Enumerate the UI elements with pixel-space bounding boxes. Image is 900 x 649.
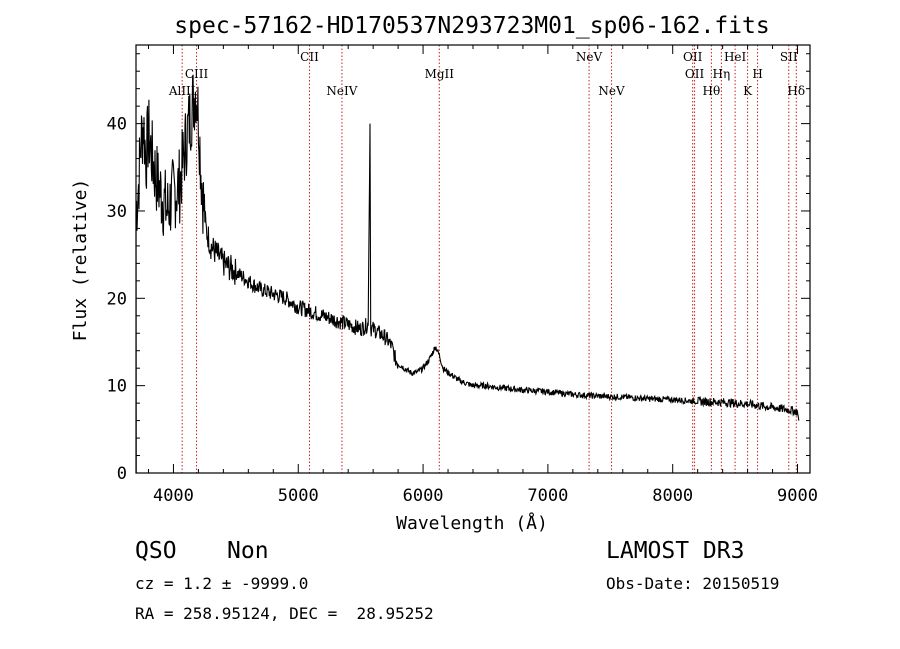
line-label-OII: OII [683,50,703,64]
line-label-AlIII: AlIII [168,84,196,98]
x-tick-label: 5000 [278,486,319,506]
redshift-cz: cz = 1.2 ± -9999.0 [135,574,309,593]
spectral-line-markers [181,45,797,473]
line-label-HeI: HeI [724,50,747,64]
line-label-SII: SII [780,50,798,64]
line-label-K: K [743,84,753,98]
line-label-CII: CII [300,50,319,64]
object-subclass: Non [227,538,269,564]
y-axis-label: Flux (relative) [70,179,91,342]
object-class: QSO [135,538,177,564]
y-tick-label: 20 [107,289,127,309]
y-axis-ticks: 0 10 20 30 40 [107,53,810,484]
survey-name: LAMOST DR3 [606,538,745,564]
line-label-OII: OII [685,67,705,81]
line-label-NeV: NeV [598,84,625,98]
line-label-Hθ: Hθ [703,84,721,98]
y-tick-label: 40 [107,115,127,135]
ra-dec-coords: RA = 258.95124, DEC = 28.95252 [135,604,434,623]
plot-frame [135,44,811,474]
x-axis-ticks: 4000 5000 6000 7000 8000 9000 [147,45,818,506]
line-label-MgII: MgII [425,67,455,81]
x-axis-label: Wavelength (Å) [396,512,548,534]
chart-title: spec-57162-HD170537N293723M01_sp06-162.f… [174,13,769,39]
x-tick-label: 6000 [403,486,444,506]
x-tick-label: 7000 [527,486,568,506]
x-tick-label: 9000 [777,486,818,506]
spectral-line-labels: AlIII CIII CII NeIV MgII NeV NeV OII OII Hθ Hη HeI K… [168,50,805,98]
x-tick-label: 8000 [652,486,693,506]
y-tick-label: 10 [107,377,127,397]
line-label-CIII: CIII [185,67,209,81]
x-tick-label: 4000 [153,486,194,506]
line-label-NeIV: NeIV [326,84,357,98]
y-tick-label: 0 [117,464,127,484]
spectrum-series-line [135,74,800,474]
line-label-NeV: NeV [576,50,603,64]
line-label-Hδ: Hδ [787,84,805,98]
obs-date: Obs-Date: 20150519 [606,574,780,593]
line-label-Hη: Hη [713,67,731,81]
line-label-H: H [752,67,762,81]
y-tick-label: 30 [107,202,127,222]
